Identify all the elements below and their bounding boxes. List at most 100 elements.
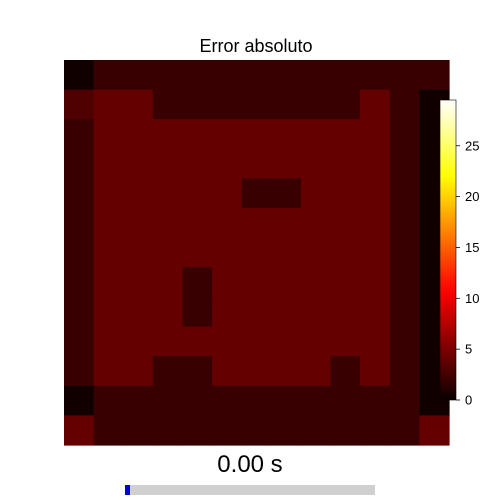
heatmap-cell [271, 296, 302, 328]
heatmap-cell [241, 89, 272, 120]
heatmap-cell [64, 208, 95, 239]
heatmap-cell [330, 89, 361, 120]
heatmap-cell [360, 178, 391, 209]
heatmap-cell [182, 267, 213, 298]
heatmap-cell [389, 89, 420, 120]
heatmap-cell [182, 89, 213, 120]
heatmap-cell [212, 326, 243, 357]
colorbar [439, 99, 457, 401]
heatmap-cell [152, 148, 184, 180]
heatmap-cell [241, 208, 272, 239]
heatmap-cell [152, 385, 184, 416]
heatmap-cell [152, 267, 184, 298]
heatmap-cell [123, 385, 154, 416]
heatmap-cell [93, 326, 124, 357]
heatmap-cell [389, 237, 420, 268]
time-label: 0.00 s [217, 451, 282, 478]
heatmap-cell [182, 385, 213, 416]
heatmap-cell [152, 60, 184, 91]
heatmap-cell [123, 119, 154, 150]
heatmap-cell [212, 148, 243, 180]
heatmap-cell [330, 385, 361, 416]
heatmap-cell [212, 415, 243, 446]
heatmap-cell [419, 60, 450, 91]
heatmap-cell [212, 237, 243, 268]
heatmap-cell [241, 119, 272, 150]
heatmap-cell [64, 60, 95, 91]
heatmap-cell [330, 267, 361, 298]
heatmap-cell [330, 356, 361, 387]
heatmap-cell [360, 208, 391, 239]
heatmap-cell [300, 148, 332, 180]
heatmap-cell [300, 89, 332, 120]
heatmap-cell [300, 237, 332, 268]
colorbar-tick-label: 0 [465, 393, 472, 408]
heatmap-cell [93, 385, 124, 416]
heatmap-cell [300, 60, 332, 91]
heatmap-cell [241, 326, 272, 357]
heatmap-cell [182, 415, 213, 446]
heatmap-cell [212, 208, 243, 239]
heatmap-cell [330, 296, 361, 328]
heatmap-cell [330, 178, 361, 209]
heatmap-cell [241, 385, 272, 416]
heatmap-cell [241, 178, 272, 209]
heatmap-cell [330, 208, 361, 239]
progress-track[interactable] [125, 485, 375, 495]
heatmap-cell [241, 296, 272, 328]
heatmap-cell [93, 415, 124, 446]
heatmap-cell [182, 208, 213, 239]
heatmap-cell [152, 415, 184, 446]
heatmap-cell [123, 237, 154, 268]
heatmap-cell [212, 60, 243, 91]
heatmap-cell [389, 208, 420, 239]
heatmap-cell [64, 178, 95, 209]
heatmap-cell [64, 119, 95, 150]
heatmap-cell [182, 356, 213, 387]
heatmap-cell [241, 237, 272, 268]
heatmap-cell [93, 119, 124, 150]
heatmap-cell [123, 148, 154, 180]
colorbar-tick-label: 15 [465, 240, 479, 255]
heatmap-cell [330, 148, 361, 180]
heatmap-cell [182, 60, 213, 91]
heatmap-cell [241, 148, 272, 180]
heatmap-cell [360, 385, 391, 416]
heatmap-cell [123, 415, 154, 446]
heatmap-cell [300, 385, 332, 416]
heatmap-cell [360, 356, 391, 387]
heatmap-cell [212, 89, 243, 120]
heatmap-cell [360, 148, 391, 180]
heatmap-cell [64, 415, 95, 446]
heatmap-cell [419, 415, 450, 446]
heatmap-cell [123, 326, 154, 357]
heatmap-cell [389, 267, 420, 298]
heatmap-cell [152, 296, 184, 328]
heatmap-cell [389, 296, 420, 328]
heatmap-cell [271, 237, 302, 268]
heatmap-cell [152, 208, 184, 239]
colorbar-ticks: 0 5 10 15 20 25 [456, 138, 479, 408]
heatmap-cell [389, 385, 420, 416]
heatmap-cell [389, 356, 420, 387]
colorbar-tick-label: 10 [465, 291, 479, 306]
heatmap-cell [212, 296, 243, 328]
heatmap-cell [152, 119, 184, 150]
heatmap-cell [182, 119, 213, 150]
heatmap-cell [241, 415, 272, 446]
colorbar-tick-label: 20 [465, 189, 479, 204]
heatmap-cell [93, 208, 124, 239]
heatmap-cell [389, 60, 420, 91]
heatmap-cell [123, 208, 154, 239]
heatmap-cell [271, 148, 302, 180]
heatmap-cell [241, 60, 272, 91]
heatmap-cell [360, 415, 391, 446]
heatmap-cell [123, 356, 154, 387]
heatmap-cell [93, 89, 124, 120]
heatmap-cell [271, 385, 302, 416]
heatmap-cell [64, 89, 95, 120]
heatmap-cell [152, 326, 184, 357]
heatmap-cell [93, 148, 124, 180]
heatmap-cell [389, 148, 420, 180]
